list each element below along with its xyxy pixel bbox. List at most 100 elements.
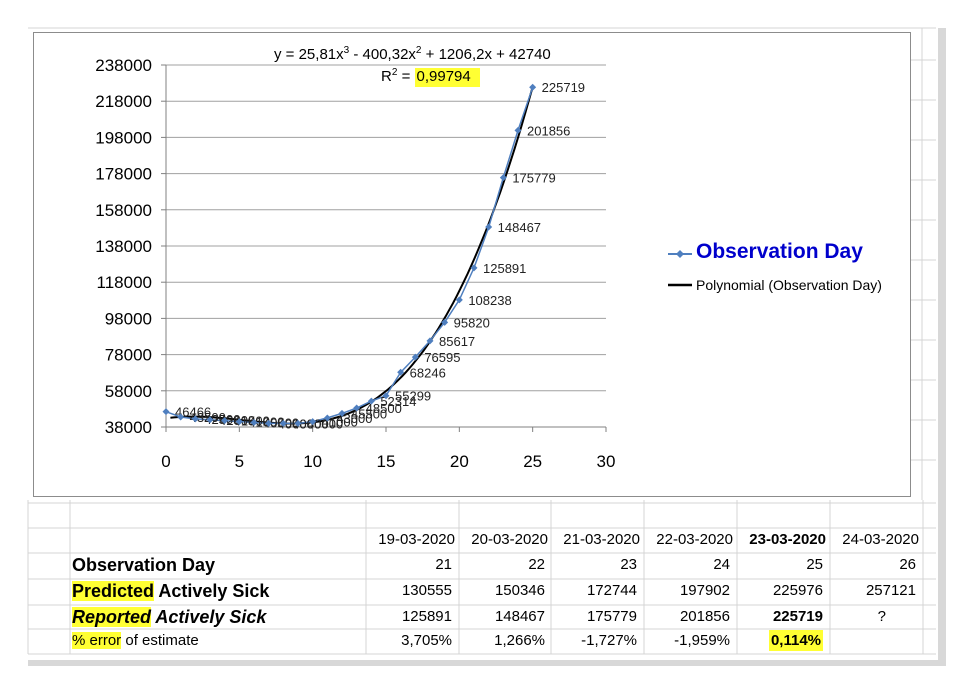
date-header[interactable]: 20-03-2020 xyxy=(471,531,548,548)
legend-label-observation-day: Observation Day xyxy=(696,240,863,263)
data-point xyxy=(250,418,258,426)
predicted-cell[interactable]: 150346 xyxy=(494,582,545,599)
error-cell-current[interactable]: 0,114% xyxy=(737,629,823,653)
data-point xyxy=(367,397,375,405)
data-label: 76595 xyxy=(424,350,460,365)
y-tick-label: 178000 xyxy=(95,165,152,184)
date-header[interactable]: 21-03-2020 xyxy=(563,531,640,548)
r2-value: 0,99794 xyxy=(414,68,480,87)
y-tick-label: 58000 xyxy=(105,382,152,401)
data-label: 108238 xyxy=(468,293,511,308)
data-label: 175779 xyxy=(512,171,555,186)
window-shadow-bottom xyxy=(28,660,946,666)
data-label: 45500 xyxy=(351,406,387,421)
data-label: 125891 xyxy=(483,261,526,276)
data-label: 52314 xyxy=(380,394,416,409)
x-tick-label: 25 xyxy=(523,452,542,471)
window-shadow-right xyxy=(938,28,946,664)
r2-label: R xyxy=(381,68,392,85)
predicted-highlight: Predicted xyxy=(72,581,155,601)
row-label-error[interactable]: % error of estimate xyxy=(72,629,199,653)
data-point xyxy=(338,409,346,417)
data-point xyxy=(353,404,361,412)
row-label-predicted[interactable]: Predicted Actively Sick xyxy=(72,579,269,603)
trendline-equation: y = 25,81x3 - 400,32x2 + 1206,2x + 42740 xyxy=(274,45,551,63)
data-point xyxy=(397,368,405,376)
legend-label-polynomial: Polynomial (Observation Day) xyxy=(696,277,882,293)
reported-cell[interactable]: 175779 xyxy=(586,608,637,625)
row-label-reported[interactable]: Reported Actively Sick xyxy=(72,605,266,629)
error-cell[interactable]: 3,705% xyxy=(401,632,452,649)
error-cell[interactable]: -1,727% xyxy=(581,632,637,649)
reported-cell[interactable]: 201856 xyxy=(679,608,730,625)
data-label: 225719 xyxy=(542,80,585,95)
date-header[interactable]: 22-03-2020 xyxy=(656,531,733,548)
data-point xyxy=(206,416,214,424)
legend-marker-trendline-icon xyxy=(668,283,692,287)
date-header[interactable]: 19-03-2020 xyxy=(378,531,455,548)
data-point xyxy=(265,419,273,427)
predicted-cell[interactable]: 225976 xyxy=(772,582,823,599)
data-label: 95820 xyxy=(454,315,490,330)
data-label: 41000 xyxy=(248,415,284,430)
data-label: 42500 xyxy=(204,412,240,427)
equation-part-2: - 400,32x xyxy=(349,46,416,63)
predicted-cell[interactable]: 197902 xyxy=(679,582,730,599)
data-label: 55299 xyxy=(395,389,431,404)
date-header-current[interactable]: 23-03-2020 xyxy=(749,531,826,548)
data-label: 201856 xyxy=(527,123,570,138)
data-label: 85617 xyxy=(439,334,475,349)
data-point xyxy=(411,353,419,361)
error-cell[interactable]: -1,959% xyxy=(674,632,730,649)
data-point xyxy=(235,418,243,426)
predicted-cell[interactable]: 257121 xyxy=(865,582,916,599)
equation-part-3: + 1206,2x + 42740 xyxy=(421,46,551,63)
day-cell[interactable]: 26 xyxy=(899,556,916,573)
r2-eq: = xyxy=(397,68,415,85)
data-point xyxy=(323,414,331,422)
polynomial-trendline xyxy=(170,86,534,425)
y-tick-label: 198000 xyxy=(95,128,152,147)
reported-cell-current[interactable]: 225719 xyxy=(772,608,823,625)
data-label: 41500 xyxy=(234,414,270,429)
data-label: 43000 xyxy=(336,411,372,426)
day-cell[interactable]: 25 xyxy=(806,556,823,573)
x-tick-label: 20 xyxy=(450,452,469,471)
day-cell[interactable]: 23 xyxy=(620,556,637,573)
y-tick-label: 98000 xyxy=(105,309,152,328)
data-point xyxy=(441,318,449,326)
chart-area[interactable]: 38000 58000 78000 98000 118000 138000 158000 17… xyxy=(33,32,911,497)
reported-cell[interactable]: 148467 xyxy=(494,608,545,625)
data-label: 40000 xyxy=(307,416,343,431)
predicted-cell[interactable]: 130555 xyxy=(401,582,452,599)
data-point xyxy=(294,419,302,427)
data-point xyxy=(309,418,317,426)
predicted-label-rest: Actively Sick xyxy=(154,581,270,601)
error-cell[interactable]: 1,266% xyxy=(494,632,545,649)
chart-plot: 38000 58000 78000 98000 118000 138000 158000 17… xyxy=(95,56,615,471)
y-tick-label: 118000 xyxy=(97,273,152,292)
data-point xyxy=(221,417,229,425)
x-tick-label: 15 xyxy=(377,452,396,471)
error-label-rest: of estimate xyxy=(121,632,199,649)
day-cell[interactable]: 24 xyxy=(713,556,730,573)
reported-cell-unknown[interactable]: ? xyxy=(877,608,886,625)
reported-cell[interactable]: 125891 xyxy=(401,608,452,625)
data-point xyxy=(455,296,463,304)
reported-label-rest: Actively Sick xyxy=(151,607,267,627)
equation-part-1: y = 25,81x xyxy=(274,46,344,63)
y-tick-label: 38000 xyxy=(105,418,152,437)
y-tick-label: 138000 xyxy=(95,237,152,256)
data-point xyxy=(499,174,507,182)
equation-exp-1: 3 xyxy=(343,45,350,56)
day-cell[interactable]: 22 xyxy=(528,556,545,573)
legend-marker-series-icon xyxy=(668,250,692,258)
data-point xyxy=(485,223,493,231)
x-tick-label: 5 xyxy=(235,452,244,471)
date-header[interactable]: 24-03-2020 xyxy=(842,531,919,548)
row-label-observation-day[interactable]: Observation Day xyxy=(72,555,216,575)
data-point xyxy=(514,126,522,134)
day-cell[interactable]: 21 xyxy=(435,556,452,573)
predicted-cell[interactable]: 172744 xyxy=(586,582,637,599)
